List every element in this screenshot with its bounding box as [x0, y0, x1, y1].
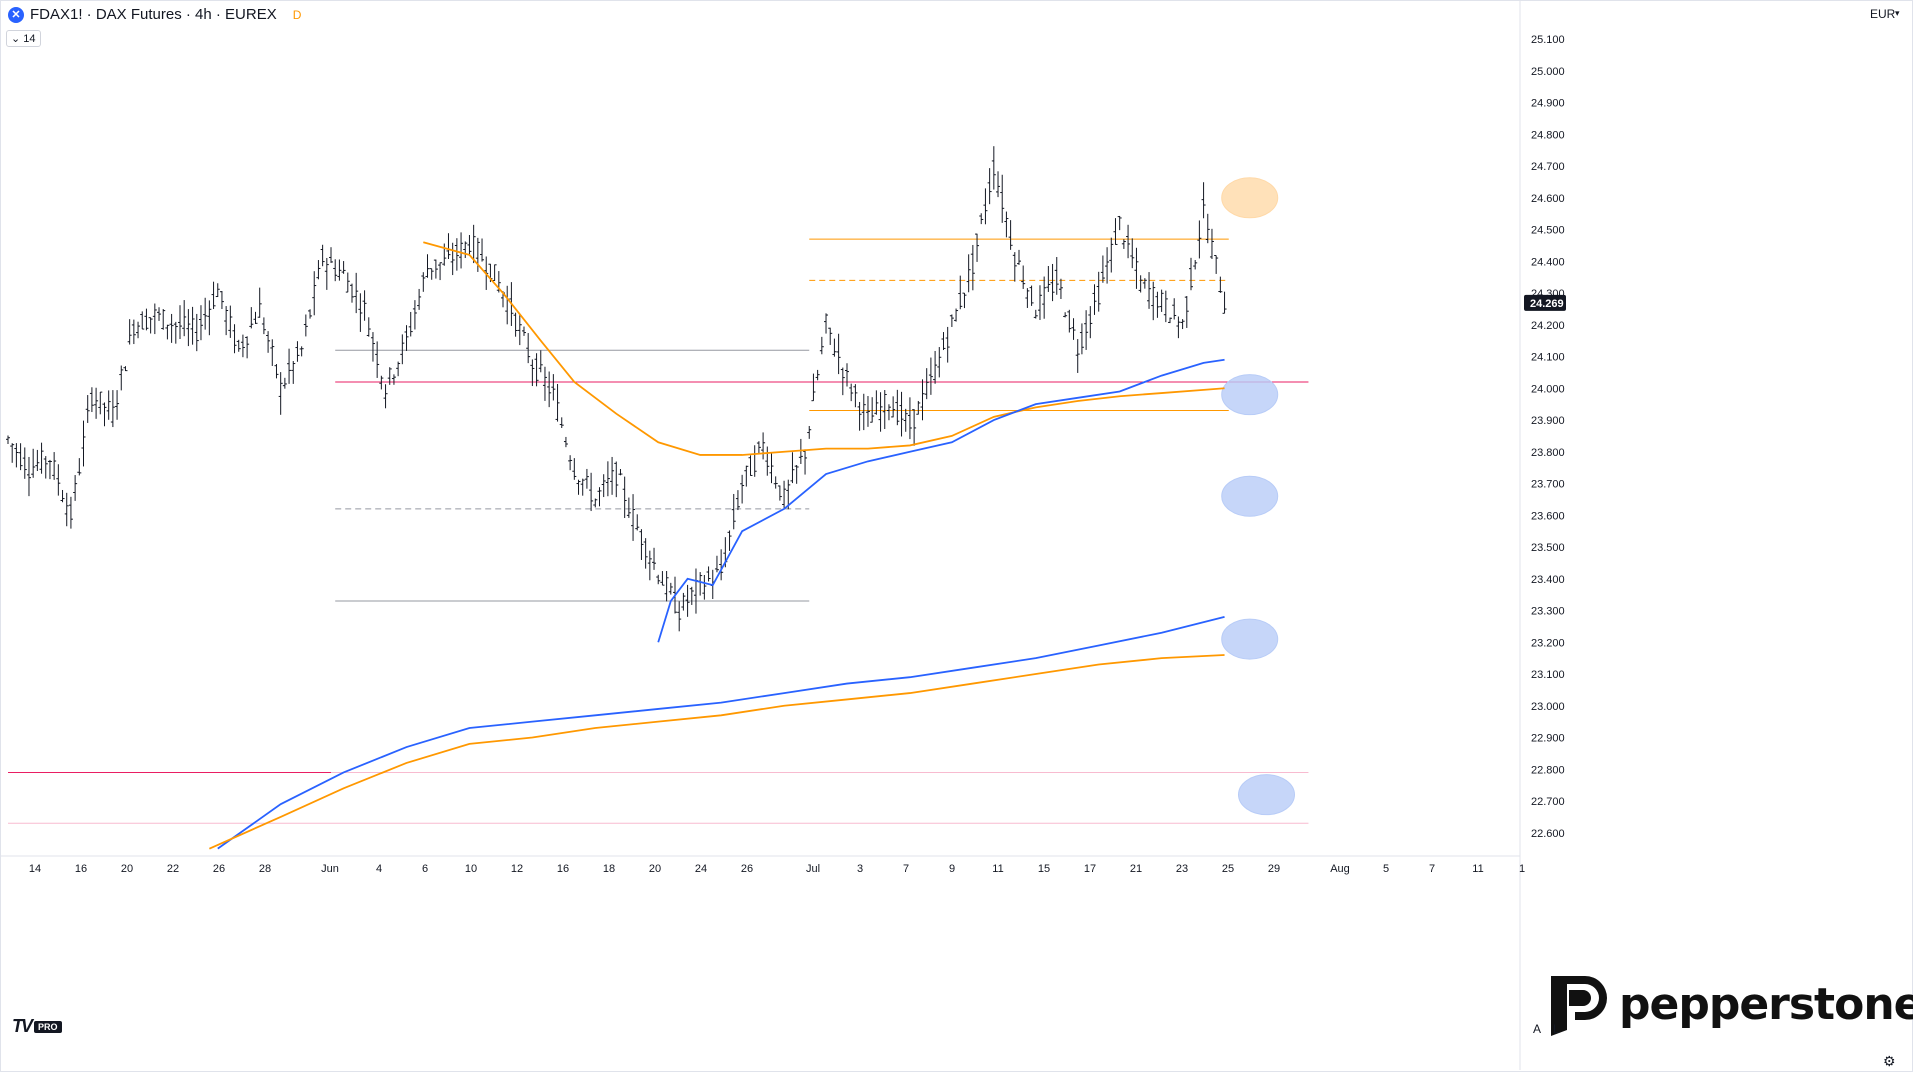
x-tick-label: 21 — [1130, 863, 1142, 875]
y-tick-label: 22.900 — [1531, 733, 1565, 745]
dax-logo-icon: ✕ — [8, 6, 24, 23]
moving-average-line — [657, 358, 1225, 643]
pepperstone-logo-icon — [1551, 976, 1607, 1036]
y-tick-label: 25.100 — [1531, 34, 1565, 46]
x-tick-label: 16 — [557, 863, 569, 875]
pepperstone-brand: pepperstone — [1545, 972, 1913, 1036]
x-tick-label: 5 — [1383, 863, 1389, 875]
y-tick-label: 24.100 — [1531, 352, 1565, 364]
y-tick-label: 24.000 — [1531, 383, 1565, 395]
y-tick-label: 22.600 — [1531, 828, 1565, 840]
x-tick-label: 26 — [741, 863, 753, 875]
y-tick-label: 24.400 — [1531, 256, 1565, 268]
y-tick-label: 22.700 — [1531, 796, 1565, 808]
x-tick-label: 14 — [29, 863, 41, 875]
x-tick-label: 6 — [422, 863, 428, 875]
x-tick-label: 7 — [1429, 863, 1435, 875]
x-tick-label: 11 — [992, 863, 1003, 875]
x-tick-label: 20 — [121, 863, 133, 875]
tradingview-logo[interactable]: TV PRO — [12, 1016, 62, 1037]
y-tick-label: 23.800 — [1531, 447, 1565, 459]
target-zone — [1221, 177, 1279, 219]
x-tick-label: 4 — [376, 863, 382, 875]
symbol-title: FDAX1! · DAX Futures · 4h · EUREX — [30, 6, 277, 23]
gear-icon[interactable]: ⚙ — [1883, 1053, 1896, 1069]
x-tick-label: 15 — [1038, 863, 1050, 875]
chevron-down-icon: ⌄ — [11, 33, 21, 45]
log-scale-button[interactable]: L — [1553, 1022, 1560, 1036]
x-tick-label: 24 — [695, 863, 707, 875]
target-zone — [1221, 475, 1279, 517]
y-tick-label: 23.500 — [1531, 542, 1565, 554]
x-tick-label: 25 — [1222, 863, 1234, 875]
target-zone — [1221, 374, 1279, 416]
x-tick-label: 16 — [75, 863, 87, 875]
y-tick-label: 25.000 — [1531, 66, 1565, 78]
indicator-count: 14 — [23, 33, 36, 45]
x-tick-label: 11 — [1472, 863, 1483, 875]
last-price-label: 24.269 — [1530, 298, 1564, 310]
x-tick-label: 17 — [1084, 863, 1096, 875]
y-tick-label: 24.500 — [1531, 225, 1565, 237]
x-tick-label: 10 — [465, 863, 477, 875]
x-tick-label: 12 — [511, 863, 523, 875]
symbol-header[interactable]: ✕ FDAX1! · DAX Futures · 4h · EUREX D — [8, 6, 301, 23]
x-tick-label: 18 — [603, 863, 615, 875]
tv-mark: TV — [12, 1016, 33, 1036]
moving-average-line — [217, 616, 1225, 850]
y-tick-label: 24.900 — [1531, 98, 1565, 110]
last-price-badge — [1524, 294, 1566, 311]
x-tick-label: 9 — [949, 863, 955, 875]
x-tick-label: 26 — [213, 863, 225, 875]
indicator-toggle[interactable]: ⌄ 14 — [6, 30, 41, 47]
target-zone — [1221, 618, 1279, 660]
x-tick-label: 23 — [1176, 863, 1188, 875]
x-tick-label: Jul — [806, 863, 820, 875]
y-tick-label: 24.600 — [1531, 193, 1565, 205]
moving-average-line — [208, 654, 1225, 850]
x-tick-label: 7 — [903, 863, 909, 875]
y-tick-label: 23.600 — [1531, 510, 1565, 522]
y-tick-label: 22.800 — [1531, 764, 1565, 776]
x-tick-label: 1 — [1519, 863, 1525, 875]
y-tick-label: 24.700 — [1531, 161, 1565, 173]
y-tick-label: 23.300 — [1531, 606, 1565, 618]
y-tick-label: 23.000 — [1531, 701, 1565, 713]
brand-name: pepperstone — [1619, 978, 1913, 1030]
y-tick-label: 24.200 — [1531, 320, 1565, 332]
moving-average-line — [423, 241, 1225, 456]
pro-badge: PRO — [34, 1020, 62, 1033]
y-tick-label: 23.700 — [1531, 479, 1565, 491]
x-tick-label: 28 — [259, 863, 271, 875]
y-tick-label: 24.800 — [1531, 129, 1565, 141]
target-zone — [1238, 774, 1295, 816]
x-tick-label: Aug — [1330, 863, 1350, 875]
y-tick-label: 23.400 — [1531, 574, 1565, 586]
x-tick-label: 20 — [649, 863, 661, 875]
currency-label[interactable]: EUR — [1870, 7, 1896, 21]
auto-scale-button[interactable]: A — [1533, 1022, 1542, 1036]
caret-down-icon[interactable]: ▾ — [1895, 8, 1900, 18]
x-tick-label: 3 — [857, 863, 863, 875]
y-tick-label: 23.200 — [1531, 637, 1565, 649]
delay-badge[interactable]: D — [292, 7, 302, 22]
x-tick-label: 22 — [167, 863, 179, 875]
x-tick-label: 29 — [1268, 863, 1280, 875]
x-tick-label: Jun — [321, 863, 339, 875]
y-tick-label: 23.100 — [1531, 669, 1565, 681]
y-tick-label: 23.900 — [1531, 415, 1565, 427]
